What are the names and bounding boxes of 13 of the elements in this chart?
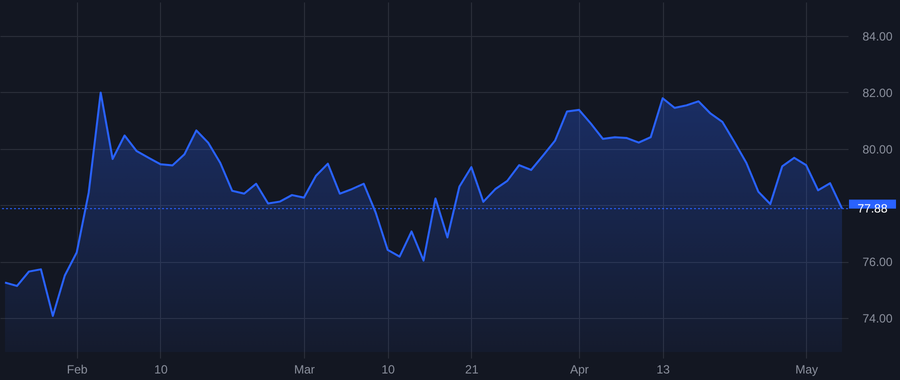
x-tick-label: Mar	[294, 362, 315, 376]
x-tick-label: Apr	[570, 362, 589, 376]
x-tick-label: 21	[465, 362, 479, 376]
x-tick-label: 13	[656, 362, 670, 376]
y-tick-label: 84.00	[862, 29, 893, 44]
y-tick-label: 76.00	[862, 255, 893, 270]
x-tick-label: 10	[381, 362, 396, 376]
x-tick-label: 10	[154, 362, 168, 376]
y-tick-label: 80.00	[862, 142, 893, 156]
y-tick-label: 82.00	[862, 86, 893, 100]
x-tick-label: Feb	[66, 362, 88, 376]
y-tick-label: 74.00	[862, 312, 893, 326]
x-tick-label: May	[795, 362, 818, 376]
